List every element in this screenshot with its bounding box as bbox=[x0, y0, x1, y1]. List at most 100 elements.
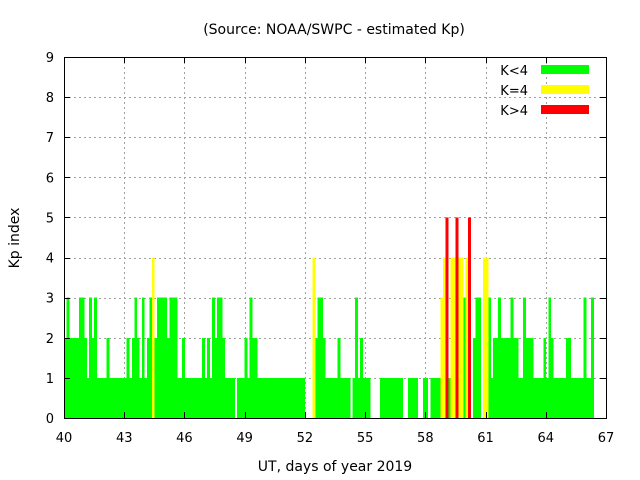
kp-bar-below-4 bbox=[269, 377, 273, 418]
kp-bar-below-4 bbox=[503, 337, 506, 418]
kp-bar-below-4 bbox=[186, 377, 190, 418]
kp-bar-below-4 bbox=[144, 377, 148, 418]
kp-bar-equal-4 bbox=[442, 257, 446, 418]
x-tick-label: 61 bbox=[477, 431, 494, 446]
kp-bar-below-4 bbox=[287, 377, 291, 418]
y-tick-label: 5 bbox=[46, 211, 54, 226]
kp-bar-below-4 bbox=[259, 377, 263, 418]
kp-bar-equal-4 bbox=[465, 257, 469, 418]
kp-bar-below-4 bbox=[590, 297, 594, 418]
kp-bar-below-4 bbox=[264, 377, 268, 418]
kp-bar-equal-4 bbox=[452, 257, 456, 418]
kp-bar-equal-4 bbox=[483, 257, 486, 418]
kp-bar-below-4 bbox=[588, 377, 592, 418]
kp-bar-equal-4 bbox=[312, 257, 316, 418]
kp-bar-below-4 bbox=[284, 377, 288, 418]
kp-bar-below-4 bbox=[101, 377, 105, 418]
kp-bar-below-4 bbox=[515, 337, 519, 418]
kp-bar-below-4 bbox=[136, 337, 140, 418]
kp-bar-below-4 bbox=[558, 377, 562, 418]
kp-bar-below-4 bbox=[500, 337, 504, 418]
kp-bar-below-4 bbox=[335, 377, 338, 418]
plot-frame bbox=[64, 57, 607, 419]
kp-bar-below-4 bbox=[565, 337, 569, 418]
kp-bar-below-4 bbox=[462, 297, 466, 418]
kp-bar-below-4 bbox=[410, 377, 414, 418]
x-tick-label: 46 bbox=[176, 431, 193, 446]
kp-bar-below-4 bbox=[560, 377, 564, 418]
kp-bar-below-4 bbox=[111, 377, 115, 418]
y-tick-label: 7 bbox=[46, 131, 54, 146]
kp-bar-below-4 bbox=[89, 297, 92, 418]
kp-bar-below-4 bbox=[199, 377, 203, 418]
kp-bar-below-4 bbox=[141, 297, 145, 418]
kp-bar-below-4 bbox=[244, 337, 248, 418]
kp-bar-below-4 bbox=[493, 337, 496, 418]
kp-bar-below-4 bbox=[134, 297, 138, 418]
kp-bar-below-4 bbox=[91, 337, 95, 418]
y-tick-label: 0 bbox=[46, 412, 54, 427]
kp-bar-below-4 bbox=[279, 377, 283, 418]
y-tick-label: 6 bbox=[46, 171, 54, 186]
kp-bar-below-4 bbox=[540, 377, 544, 418]
kp-bar-below-4 bbox=[289, 377, 293, 418]
kp-bar-below-4 bbox=[184, 377, 188, 418]
kp-bar-below-4 bbox=[164, 297, 168, 418]
kp-bar-below-4 bbox=[159, 377, 163, 418]
kp-bar-below-4 bbox=[106, 337, 110, 418]
kp-bar-below-4 bbox=[154, 377, 158, 418]
kp-bar-below-4 bbox=[387, 377, 391, 418]
kp-bar-below-4 bbox=[382, 377, 386, 418]
kp-bar-below-4 bbox=[64, 337, 67, 418]
kp-bar-below-4 bbox=[319, 297, 323, 418]
kp-bar-below-4 bbox=[239, 377, 243, 418]
kp-bar-below-4 bbox=[69, 337, 72, 418]
kp-bar-below-4 bbox=[513, 337, 517, 418]
kp-bar-below-4 bbox=[314, 337, 318, 418]
kp-bar-equal-4 bbox=[151, 257, 155, 418]
x-tick-label: 43 bbox=[116, 431, 133, 446]
kp-bar-below-4 bbox=[322, 337, 326, 418]
kp-bar-below-4 bbox=[252, 337, 256, 418]
kp-bar-below-4 bbox=[242, 377, 246, 418]
kp-bar-below-4 bbox=[74, 337, 77, 418]
kp-bar-below-4 bbox=[523, 297, 527, 418]
kp-bar-below-4 bbox=[478, 297, 481, 418]
chart-title: (Source: NOAA/SWPC - estimated Kp) bbox=[203, 22, 465, 38]
kp-bar-below-4 bbox=[475, 297, 479, 418]
kp-bar-below-4 bbox=[166, 337, 170, 418]
kp-bar-below-4 bbox=[119, 377, 123, 418]
kp-bar-below-4 bbox=[357, 377, 361, 418]
kp-bar-below-4 bbox=[204, 377, 208, 418]
kp-bar-below-4 bbox=[159, 297, 163, 418]
kp-bar-below-4 bbox=[146, 337, 150, 418]
kp-bar-below-4 bbox=[555, 377, 559, 418]
legend-swatch bbox=[541, 85, 589, 94]
kp-bar-equal-4 bbox=[440, 297, 444, 418]
kp-bar-below-4 bbox=[297, 377, 301, 418]
kp-bar-below-4 bbox=[548, 297, 552, 418]
kp-bar-below-4 bbox=[400, 377, 404, 418]
kp-bar-below-4 bbox=[538, 377, 542, 418]
kp-bar-below-4 bbox=[578, 377, 582, 418]
kp-bar-below-4 bbox=[473, 337, 476, 418]
kp-bar-below-4 bbox=[573, 377, 577, 418]
kp-bar-below-4 bbox=[257, 377, 261, 418]
y-tick-label: 2 bbox=[46, 332, 54, 347]
kp-bar-equal-4 bbox=[460, 257, 464, 418]
y-tick-label: 3 bbox=[46, 292, 54, 307]
kp-bar-below-4 bbox=[543, 337, 547, 418]
kp-bar-below-4 bbox=[139, 377, 143, 418]
kp-bar-below-4 bbox=[498, 297, 501, 418]
x-axis-label: UT, days of year 2019 bbox=[258, 459, 412, 475]
kp-bar-below-4 bbox=[179, 377, 183, 418]
kp-bar-below-4 bbox=[169, 297, 173, 418]
kp-bar-below-4 bbox=[84, 337, 87, 418]
kp-bar-below-4 bbox=[104, 377, 108, 418]
kp-bar-below-4 bbox=[294, 377, 298, 418]
kp-bar-below-4 bbox=[224, 377, 228, 418]
y-tick-label: 8 bbox=[46, 91, 54, 106]
kp-bar-below-4 bbox=[422, 377, 426, 418]
kp-bar-below-4 bbox=[114, 377, 118, 418]
kp-bar-below-4 bbox=[432, 377, 436, 418]
